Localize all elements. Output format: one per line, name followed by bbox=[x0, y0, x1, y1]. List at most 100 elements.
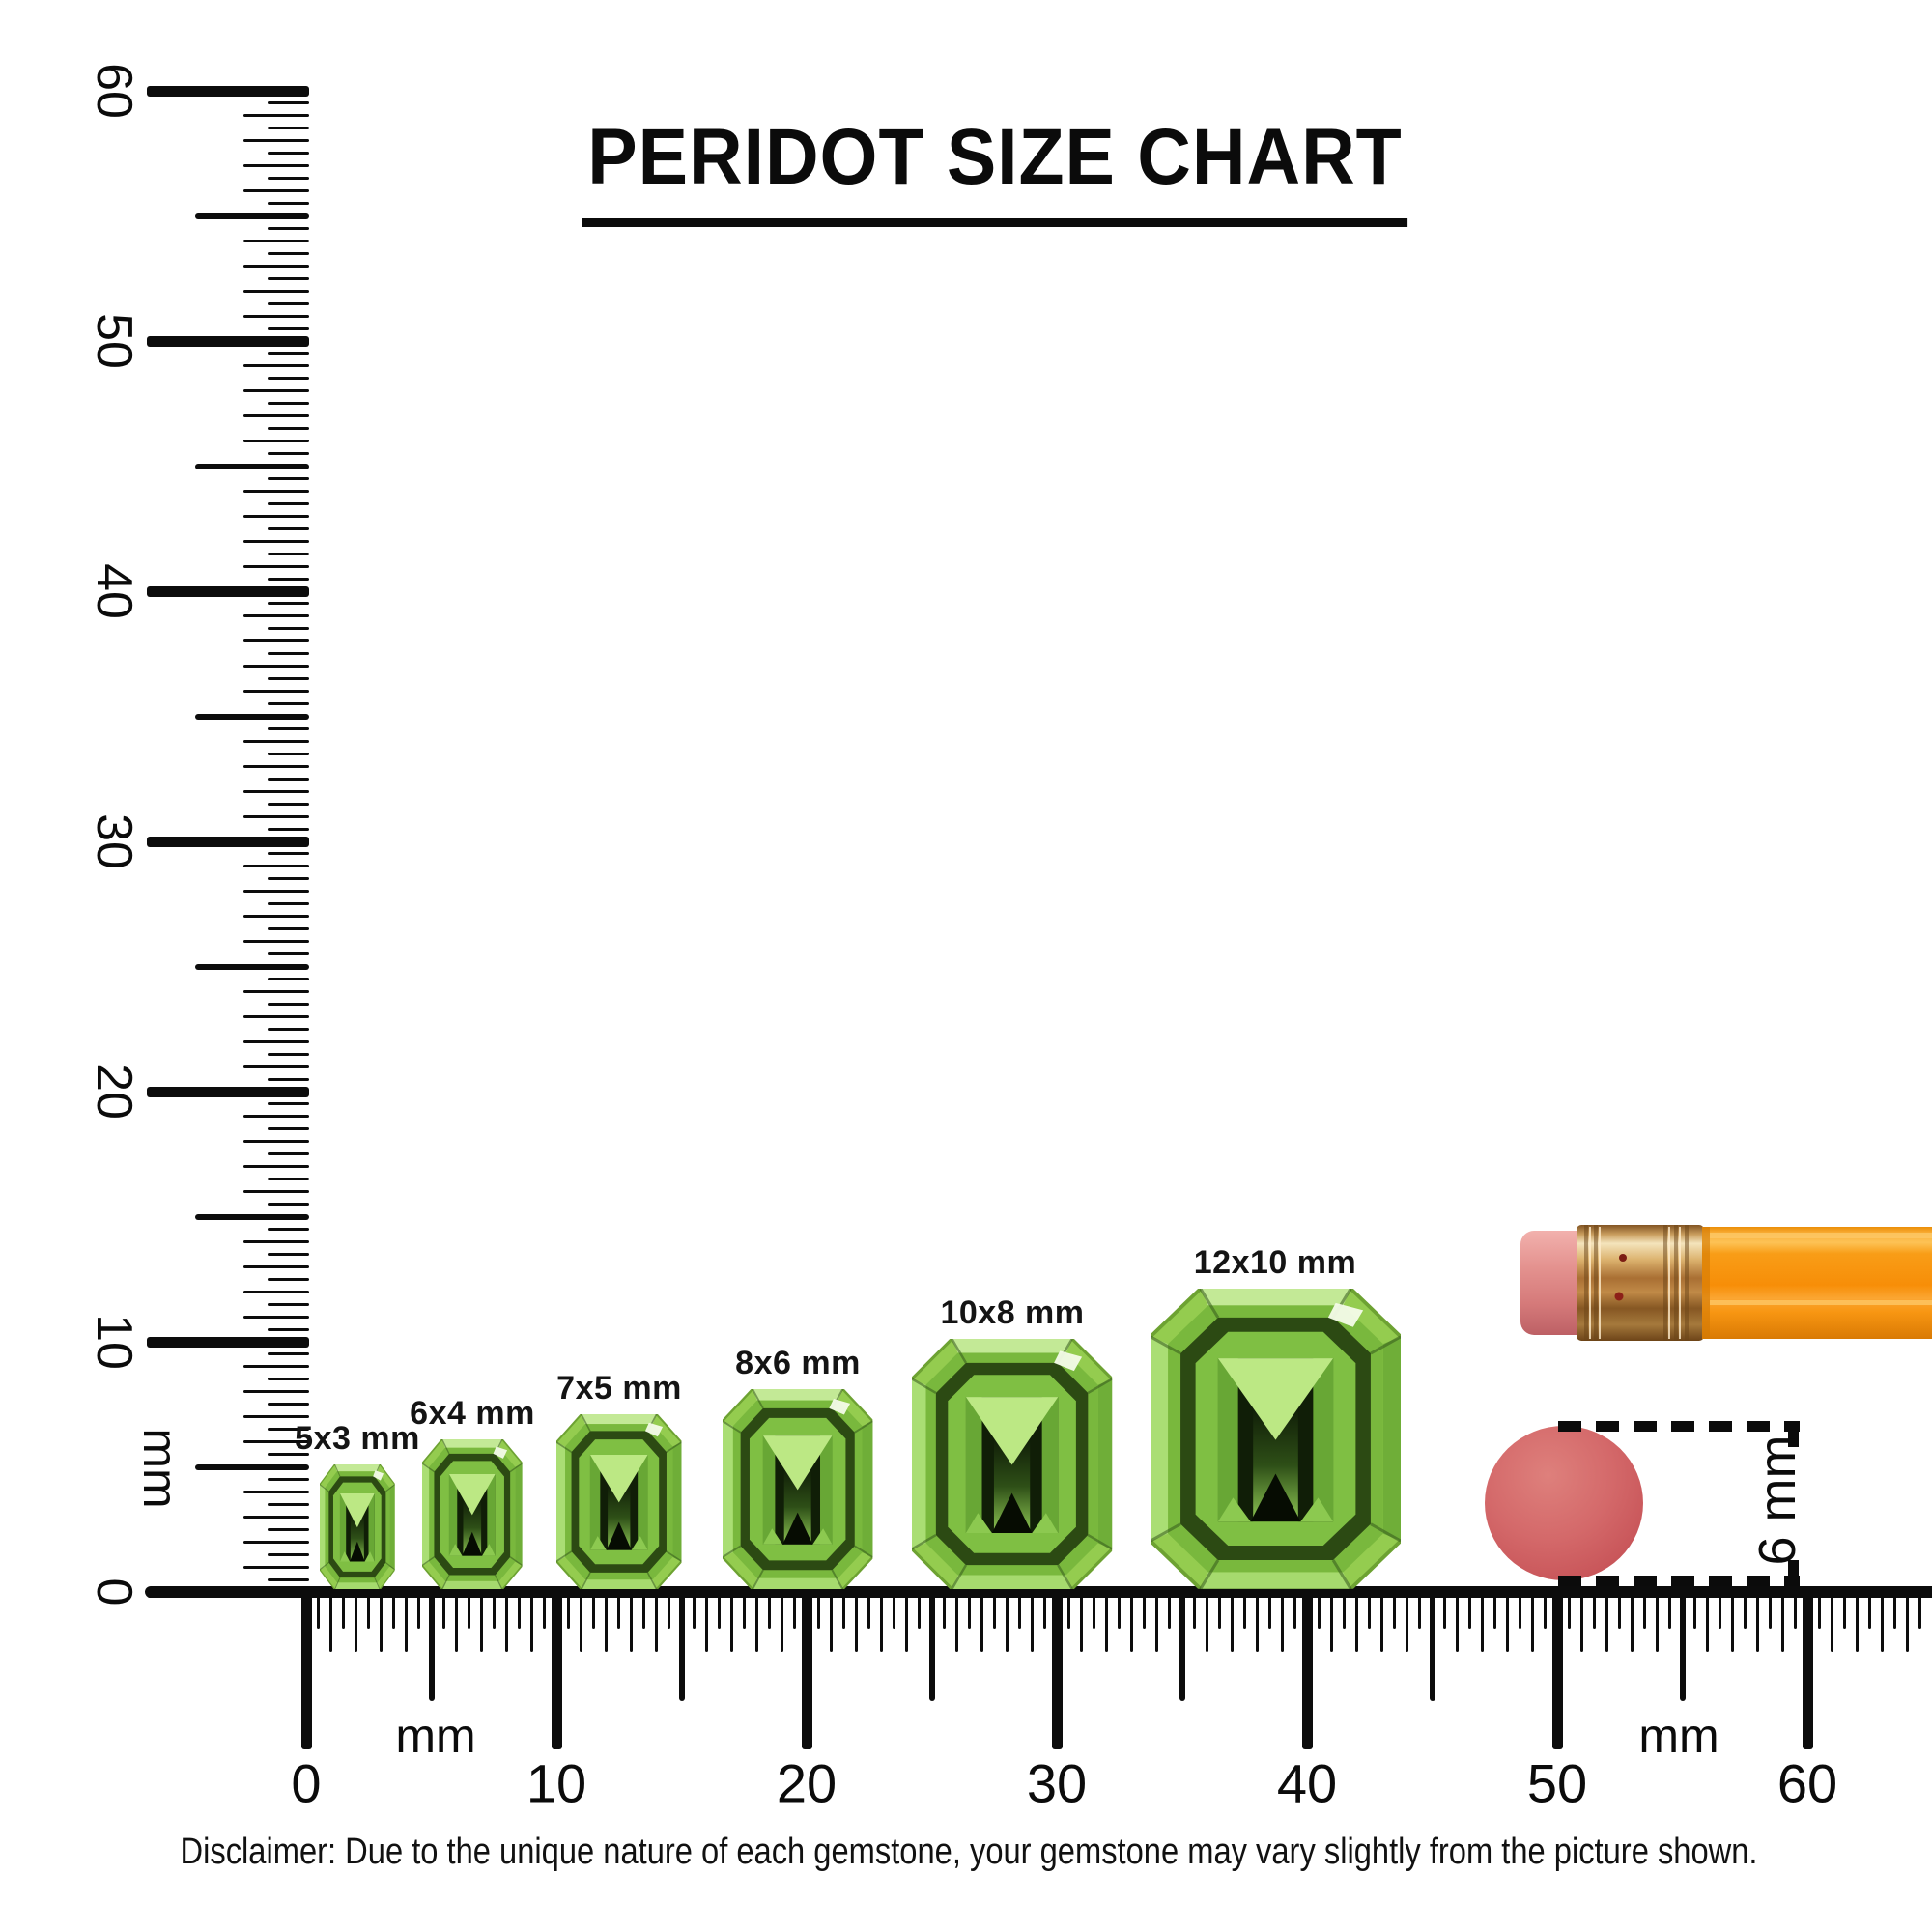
ruler-tick bbox=[817, 1590, 821, 1629]
ruler-tick bbox=[243, 1365, 309, 1369]
ruler-tick bbox=[1030, 1590, 1034, 1652]
ruler-tick bbox=[1593, 1590, 1597, 1629]
disclaimer-text: Disclaimer: Due to the unique nature of … bbox=[180, 1832, 1758, 1872]
ruler-tick bbox=[1856, 1590, 1860, 1652]
ruler-tick bbox=[1130, 1590, 1134, 1652]
ruler-tick bbox=[243, 789, 309, 793]
ruler-tick bbox=[1480, 1590, 1484, 1652]
ruler-tick bbox=[928, 1590, 935, 1701]
ruler-tick bbox=[380, 1590, 384, 1652]
ruler-tick bbox=[243, 564, 309, 568]
ruler-tick bbox=[980, 1590, 983, 1652]
ruler-tick bbox=[268, 827, 309, 831]
ruler-tick bbox=[801, 1590, 812, 1749]
ruler-tick-label: 30 bbox=[86, 813, 142, 869]
ruler-tick bbox=[243, 1065, 309, 1068]
ruler-tick bbox=[268, 452, 309, 456]
six-mm-end-tick-bottom bbox=[1788, 1560, 1799, 1586]
horizontal-ruler-baseline bbox=[145, 1586, 1932, 1598]
ruler-tick bbox=[954, 1590, 958, 1652]
gem-size-label: 7x5 mm bbox=[556, 1369, 682, 1406]
ruler-tick bbox=[243, 1264, 309, 1268]
horizontal-ruler-unit-label-right: mm bbox=[1638, 1709, 1719, 1763]
ruler-tick bbox=[1543, 1590, 1547, 1629]
ruler-tick-label: 40 bbox=[86, 563, 142, 619]
ruler-tick bbox=[268, 677, 309, 681]
ruler-tick bbox=[268, 1102, 309, 1106]
ruler-tick bbox=[1255, 1590, 1259, 1652]
ruler-tick bbox=[195, 463, 309, 469]
ruler-tick bbox=[1505, 1590, 1509, 1652]
emerald-cut-gem-image bbox=[912, 1339, 1112, 1589]
ruler-tick bbox=[467, 1590, 470, 1629]
gem-size-label: 5x3 mm bbox=[295, 1419, 420, 1457]
ruler-tick bbox=[243, 314, 309, 318]
ruler-tick bbox=[905, 1590, 909, 1652]
ruler-tick bbox=[243, 764, 309, 768]
ruler-tick bbox=[268, 1428, 309, 1432]
ruler-tick bbox=[355, 1590, 358, 1652]
ruler-tick bbox=[243, 940, 309, 944]
ruler-tick bbox=[243, 1490, 309, 1493]
ruler-tick bbox=[1179, 1590, 1185, 1701]
ruler-tick bbox=[1067, 1590, 1071, 1629]
ruler-tick bbox=[1705, 1590, 1709, 1652]
ruler-tick bbox=[1318, 1590, 1321, 1629]
ruler-tick bbox=[617, 1590, 621, 1629]
ruler-tick bbox=[992, 1590, 996, 1629]
eraser-diameter-label: 6 mm bbox=[1748, 1435, 1806, 1566]
ruler-tick bbox=[1280, 1590, 1284, 1652]
ruler-tick bbox=[268, 1178, 309, 1181]
ruler-tick bbox=[567, 1590, 571, 1629]
ruler-tick bbox=[243, 1190, 309, 1194]
ruler-tick bbox=[517, 1590, 521, 1629]
ruler-tick bbox=[1155, 1590, 1159, 1652]
ruler-tick bbox=[855, 1590, 859, 1652]
ruler-tick bbox=[243, 1515, 309, 1519]
ruler-tick-label: 10 bbox=[86, 1314, 142, 1370]
ruler-tick bbox=[893, 1590, 896, 1629]
ruler-tick bbox=[342, 1590, 346, 1629]
ruler-tick bbox=[268, 377, 309, 381]
ruler-tick-label: 20 bbox=[86, 1064, 142, 1120]
ruler-tick bbox=[243, 539, 309, 543]
ruler-tick bbox=[268, 402, 309, 406]
ruler-tick bbox=[268, 577, 309, 581]
ruler-tick bbox=[1755, 1590, 1759, 1652]
ruler-tick bbox=[268, 1227, 309, 1231]
ruler-tick bbox=[392, 1590, 396, 1629]
ruler-tick bbox=[1217, 1590, 1221, 1629]
ruler-tick bbox=[243, 1565, 309, 1569]
ruler-tick bbox=[268, 1577, 309, 1581]
ruler-tick bbox=[1168, 1590, 1172, 1629]
ruler-tick bbox=[1881, 1590, 1885, 1652]
page-title: PERIDOT SIZE CHART bbox=[582, 112, 1408, 227]
pencil-body bbox=[1702, 1227, 1932, 1339]
ruler-tick bbox=[243, 239, 309, 242]
ruler-tick bbox=[268, 752, 309, 755]
ruler-tick bbox=[268, 427, 309, 431]
ruler-tick bbox=[268, 251, 309, 255]
ruler-tick bbox=[1330, 1590, 1334, 1652]
ruler-tick bbox=[243, 164, 309, 168]
ruler-tick bbox=[147, 585, 309, 597]
ruler-tick bbox=[704, 1590, 708, 1652]
ruler-tick bbox=[1192, 1590, 1196, 1629]
emerald-cut-gem-image bbox=[1151, 1289, 1401, 1589]
ruler-tick bbox=[243, 739, 309, 743]
gem-8x6 bbox=[723, 1389, 872, 1589]
ruler-tick bbox=[1205, 1590, 1208, 1652]
gem-5x3 bbox=[320, 1464, 395, 1590]
ruler-tick bbox=[792, 1590, 796, 1629]
ruler-tick-label: 50 bbox=[86, 313, 142, 369]
ruler-tick bbox=[243, 865, 309, 868]
ruler-tick bbox=[1105, 1590, 1109, 1652]
ruler-tick bbox=[243, 1540, 309, 1544]
ruler-tick bbox=[592, 1590, 596, 1629]
ruler-tick bbox=[542, 1590, 546, 1629]
ruler-tick bbox=[243, 514, 309, 518]
ruler-tick bbox=[243, 1415, 309, 1419]
ruler-tick bbox=[1918, 1590, 1922, 1629]
ruler-tick bbox=[243, 1165, 309, 1169]
ruler-tick-label: 50 bbox=[1526, 1752, 1588, 1814]
